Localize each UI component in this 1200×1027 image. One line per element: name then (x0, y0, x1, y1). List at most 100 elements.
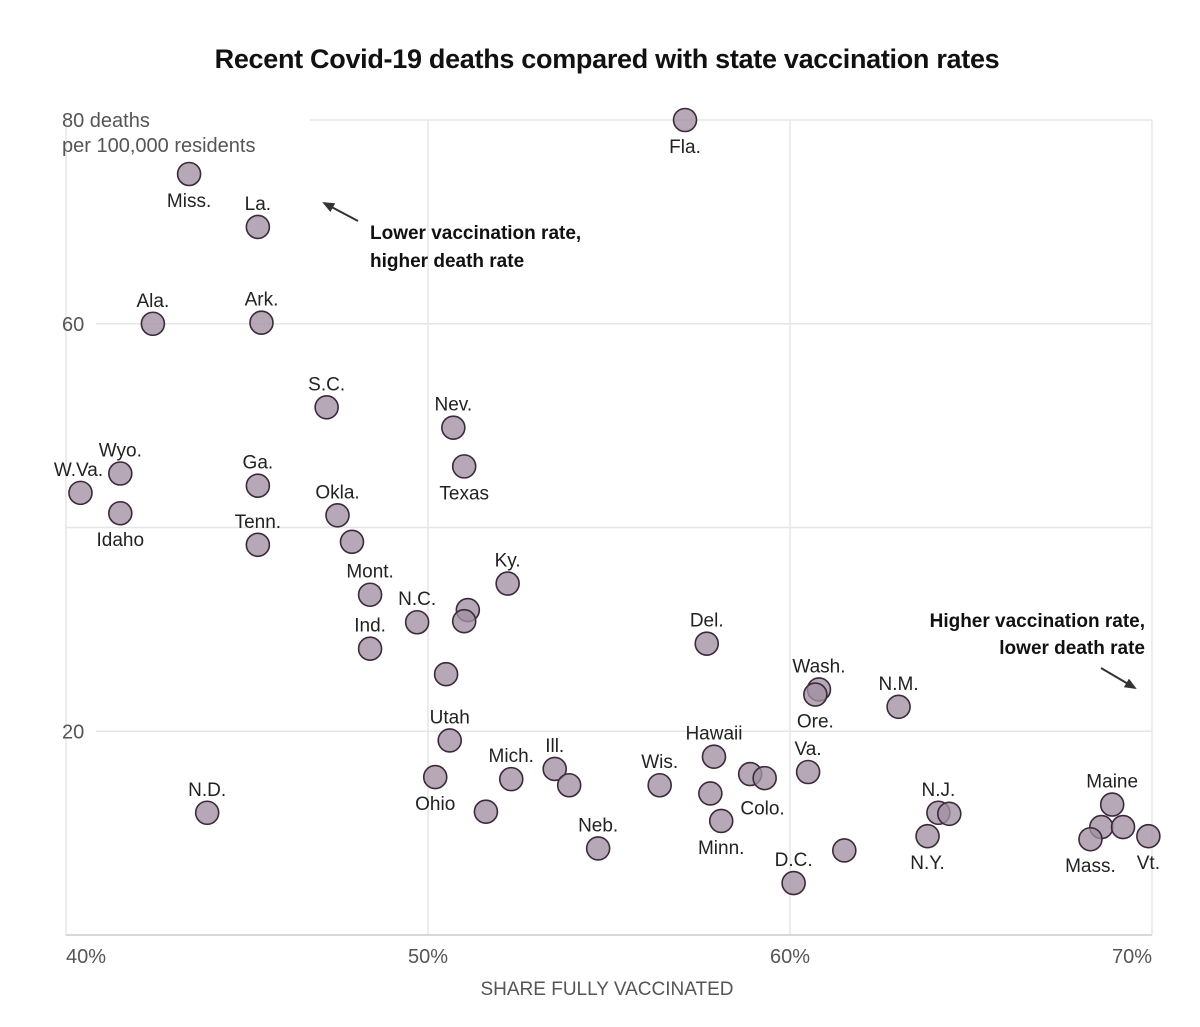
point-label: N.M. (879, 674, 919, 695)
point-n-y (915, 823, 940, 849)
point-wis (647, 772, 672, 798)
point-label: Ga. (243, 453, 274, 474)
point-miss (176, 161, 202, 187)
point-label: Fla. (669, 137, 701, 158)
annotation-arrow (1100, 667, 1137, 690)
point-n-m (886, 694, 911, 720)
gridlines (65, 119, 1153, 936)
point-label: Texas (439, 483, 489, 504)
point-label: Vt. (1137, 853, 1160, 874)
point-ohio (422, 764, 448, 790)
point-label: Mass. (1065, 856, 1116, 877)
point-label: Wyo. (99, 441, 142, 462)
point-okla (325, 502, 350, 528)
point-label: Ohio (415, 794, 455, 815)
x-axis-title: SHARE FULLY VACCINATED (480, 979, 733, 1000)
annotation-arrow (322, 202, 359, 222)
y-tick-label: 80 deaths (62, 110, 150, 132)
point-ind (357, 636, 383, 662)
annotation-text: lower death rate (999, 638, 1145, 659)
chart-title: Recent Covid-19 deaths compared with sta… (215, 44, 1000, 74)
point-s-c (314, 394, 339, 420)
point-label: Ind. (354, 616, 386, 637)
point-del (694, 631, 720, 656)
point-label: N.Y. (910, 853, 945, 874)
point-neb (585, 836, 611, 861)
point-label: Mich. (489, 746, 534, 767)
point-nev (441, 415, 466, 440)
point-tenn (245, 532, 271, 558)
point (1110, 814, 1136, 840)
point-la (245, 214, 271, 240)
point (451, 608, 477, 634)
point-label: Ala. (137, 291, 170, 312)
x-tick-label: 40% (66, 946, 106, 968)
point-label: Ore. (797, 712, 834, 733)
point-label: Okla. (315, 482, 359, 503)
point-label: Hawaii (685, 724, 742, 745)
point-label: Idaho (97, 530, 145, 551)
annotations: Lower vaccination rate, higher death rate… (322, 202, 1145, 690)
point-label: Maine (1086, 772, 1138, 793)
point-ore (803, 682, 828, 707)
point-label: Neb. (578, 815, 618, 836)
annotation-text: Lower vaccination rate, (370, 223, 581, 244)
y-tick-label: 60 (62, 314, 84, 336)
point-label: Mont. (346, 562, 394, 583)
point-label: Ill. (545, 736, 564, 757)
point-labels: Fla. Miss. La. Ala. Ark. S.C. Nev. Texas Wyo.W.V… (54, 137, 1160, 877)
point-label: N.J. (922, 780, 956, 801)
point-ill (542, 756, 568, 782)
point-w-va (68, 480, 93, 506)
point-label: N.C. (398, 589, 436, 610)
point-va (795, 759, 821, 785)
x-tick-label: 70% (1112, 946, 1152, 968)
point-label: La. (245, 194, 271, 215)
point-fla (672, 107, 698, 133)
y-axis-unit-label: per 100,000 residents (62, 135, 255, 157)
point-label: Minn. (698, 838, 744, 859)
point-texas (451, 454, 477, 479)
point-label: Tenn. (235, 512, 281, 533)
point (433, 661, 459, 687)
point-utah (437, 728, 463, 753)
point (556, 772, 582, 798)
x-tick-label: 60% (770, 946, 810, 968)
point-colo (698, 781, 723, 806)
point-ky (495, 571, 520, 596)
point-label: Ky. (495, 551, 521, 572)
point-mass (1078, 826, 1103, 852)
point-idaho (108, 500, 133, 526)
point-label: Wash. (792, 656, 845, 677)
point-label: S.C. (308, 374, 345, 395)
point-label: Ark. (245, 290, 279, 311)
annotation-text: higher death rate (370, 251, 524, 272)
point (831, 838, 857, 863)
point (936, 801, 962, 827)
point-label: Miss. (167, 191, 211, 212)
point-label: Colo. (740, 798, 784, 819)
point-label: Utah (430, 707, 470, 728)
point-n-c (404, 609, 430, 635)
point-label: Va. (795, 739, 822, 760)
point-label: D.C. (775, 850, 813, 871)
point (473, 799, 499, 825)
point (752, 765, 777, 791)
point-n-d (194, 800, 220, 826)
point-label: N.D. (188, 780, 226, 801)
x-tick-label: 50% (408, 946, 448, 968)
point-vt (1136, 823, 1161, 849)
axes: 40% 50% 60% 70% 80 deaths per 100,000 residen… (62, 110, 1152, 968)
point (339, 529, 365, 555)
data-points (68, 107, 1161, 896)
point-wyo (108, 461, 133, 486)
point-label: Nev. (435, 395, 473, 416)
point-d-c (781, 870, 806, 896)
point-label: Wis. (641, 752, 678, 773)
point-mont (357, 582, 383, 608)
point-label: Del. (690, 611, 724, 632)
point-ga (245, 473, 271, 499)
point-hawaii (701, 744, 727, 770)
point-mich (498, 766, 524, 792)
